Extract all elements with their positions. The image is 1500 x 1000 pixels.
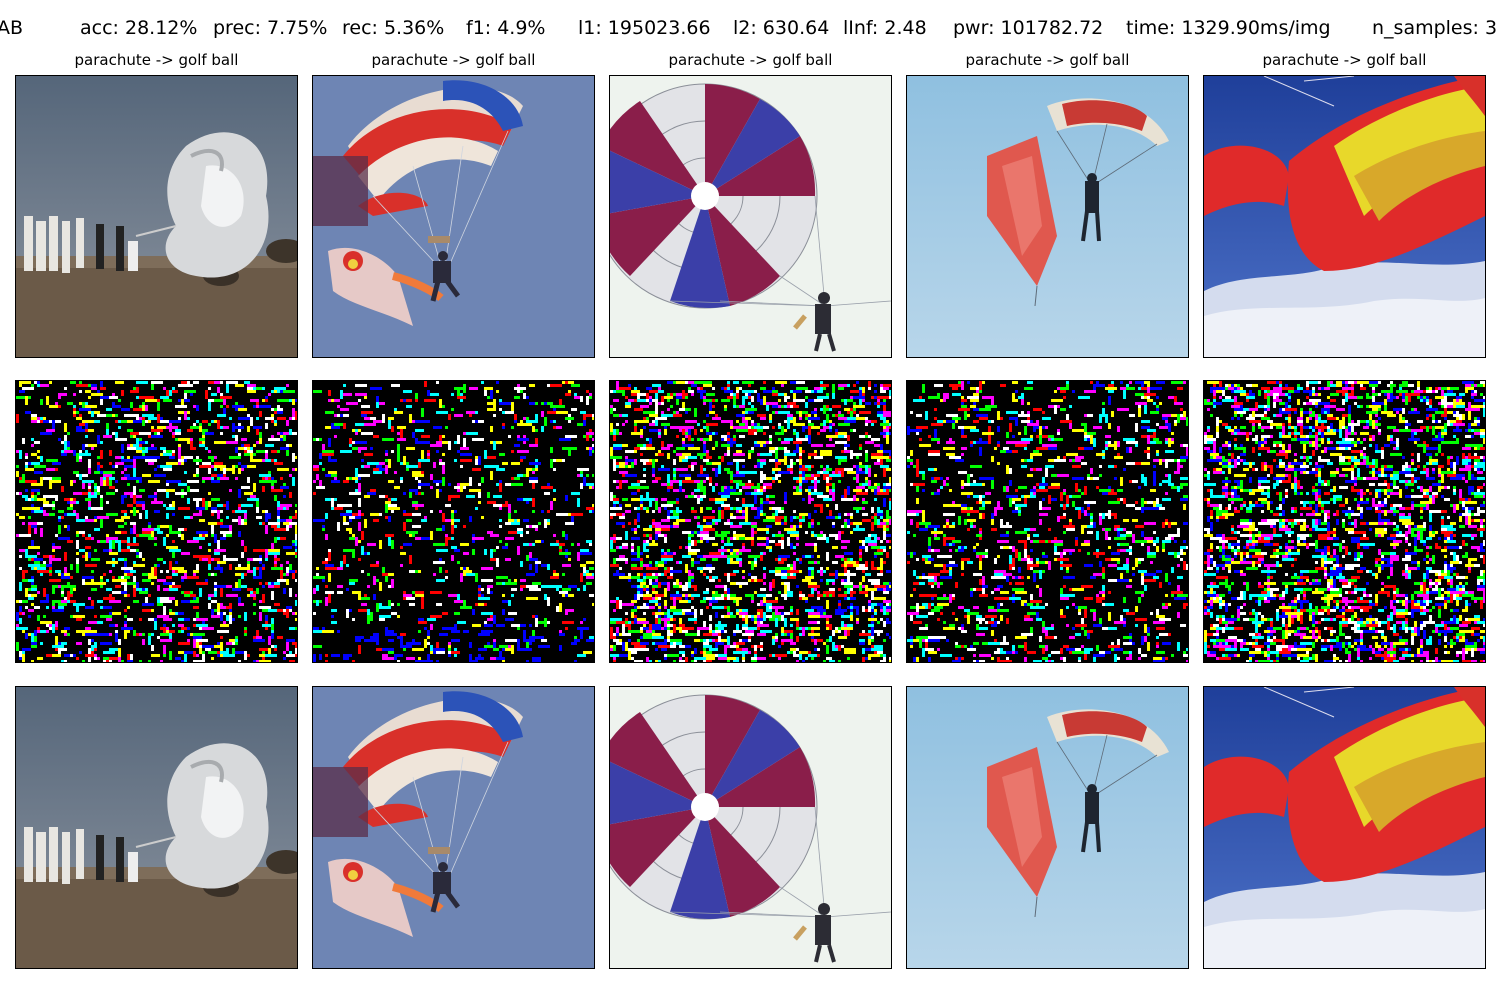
adversarial-image-1: [15, 686, 298, 969]
metric-time: time: 1329.90ms/img: [1126, 17, 1331, 39]
perturbation-noise: [1204, 381, 1485, 662]
adversarial-image-2: [312, 686, 595, 969]
metric-recall: rec: 5.36%: [342, 17, 445, 39]
perturbation-map-2: [312, 380, 595, 663]
metric-precision: prec: 7.75%: [213, 17, 328, 39]
metrics-header: AB acc: 28.12% prec: 7.75% rec: 5.36% f1…: [0, 16, 1500, 44]
perturbation-noise: [16, 381, 297, 662]
original-image-4: [906, 75, 1189, 358]
perturbation-map-5: [1203, 380, 1486, 663]
metric-power: pwr: 101782.72: [953, 17, 1104, 39]
adversarial-image-4: [906, 686, 1189, 969]
parachute-photo: [313, 76, 594, 357]
parachute-photo: [1204, 76, 1485, 357]
parachute-photo: [16, 687, 297, 968]
original-image-2: [312, 75, 595, 358]
method-name: AB: [0, 17, 24, 39]
parachute-photo: [1204, 687, 1485, 968]
original-image-3: [609, 75, 892, 358]
metric-l2: l2: 630.64: [733, 17, 830, 39]
column-title-5: parachute -> golf ball: [1262, 51, 1427, 69]
perturbation-noise: [610, 381, 891, 662]
parachute-photo: [610, 687, 891, 968]
column-title-2: parachute -> golf ball: [371, 51, 536, 69]
metric-l1: l1: 195023.66: [578, 17, 711, 39]
perturbation-map-4: [906, 380, 1189, 663]
parachute-photo: [610, 76, 891, 357]
original-image-1: [15, 75, 298, 358]
perturbation-noise: [313, 381, 594, 662]
parachute-photo: [313, 687, 594, 968]
parachute-photo: [907, 76, 1188, 357]
metric-n-samples: n_samples: 3: [1372, 17, 1498, 39]
parachute-photo: [16, 76, 297, 357]
metric-f1: f1: 4.9%: [466, 17, 546, 39]
perturbation-map-3: [609, 380, 892, 663]
column-title-4: parachute -> golf ball: [965, 51, 1130, 69]
original-image-5: [1203, 75, 1486, 358]
adversarial-image-5: [1203, 686, 1486, 969]
perturbation-map-1: [15, 380, 298, 663]
perturbation-noise: [907, 381, 1188, 662]
column-title-1: parachute -> golf ball: [74, 51, 239, 69]
column-title-3: parachute -> golf ball: [668, 51, 833, 69]
metric-accuracy: acc: 28.12%: [80, 17, 198, 39]
adversarial-image-3: [609, 686, 892, 969]
metric-linf: lInf: 2.48: [843, 17, 927, 39]
parachute-photo: [907, 687, 1188, 968]
